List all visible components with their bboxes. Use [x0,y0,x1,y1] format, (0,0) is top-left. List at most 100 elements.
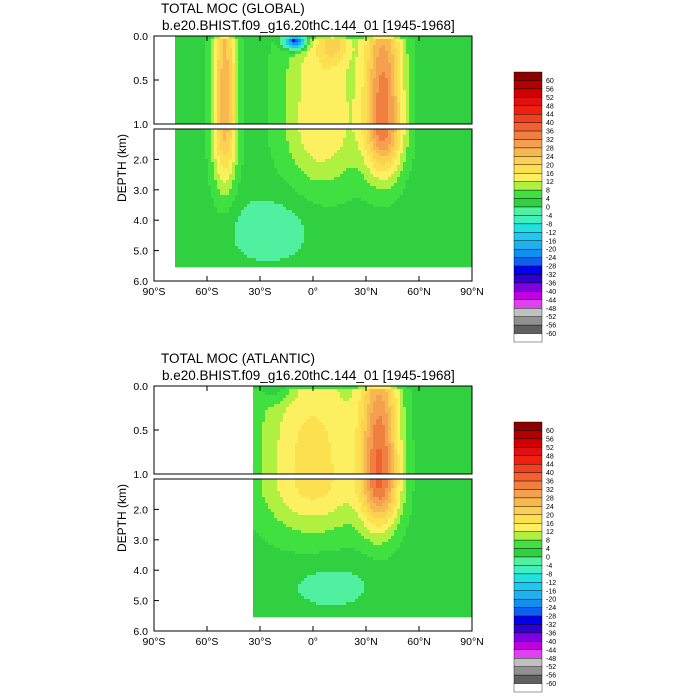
contour-cell [229,168,233,172]
contour-cell [334,60,338,64]
contour-cell [184,138,188,142]
contour-cell [400,93,404,97]
contour-cell [373,81,377,85]
contour-cell [190,153,194,157]
contour-cell [346,105,350,109]
contour-cell [442,183,446,187]
contour-cell [442,81,446,85]
contour-cell [229,159,233,163]
contour-cell [238,144,242,148]
contour-cell [292,69,296,73]
contour-cell [352,141,356,145]
contour-cell [220,99,224,103]
contour-cell [298,168,302,172]
contour-cell [436,42,440,46]
contour-cell [343,63,347,67]
contour-cell [262,60,266,64]
contour-cell [280,114,284,118]
contour-cell [178,174,182,178]
contour-cell [241,96,245,100]
contour-cell [376,93,380,97]
contour-cell [205,72,209,76]
contour-cell [256,153,260,157]
contour-cell [220,96,224,100]
contour-cell [277,72,281,76]
contour-cell [247,72,251,76]
contour-cell [205,57,209,61]
contour-cell [205,144,209,148]
contour-cell [259,90,263,94]
contour-cell [349,39,353,43]
contour-cell [442,162,446,166]
contour-cell [325,105,329,109]
contour-cell [295,45,299,49]
contour-cell [394,174,398,178]
contour-cell [280,63,284,67]
contour-cell [436,48,440,52]
contour-cell [289,120,293,124]
contour-cell [292,171,296,175]
contour-cell [292,105,296,109]
contour-cell [211,189,215,193]
contour-cell [325,150,329,154]
contour-cell [430,150,434,154]
contour-cell [322,42,326,46]
contour-cell [202,159,206,163]
contour-cell [310,168,314,172]
contour-cell [322,174,326,178]
contour-cell [181,114,185,118]
contour-cell [382,177,386,181]
contour-cell [439,48,443,52]
contour-cell [196,48,200,52]
contour-cell [175,36,179,40]
contour-cell [193,66,197,70]
contour-cell [346,93,350,97]
contour-cell [196,87,200,91]
contour-cell [460,150,464,154]
contour-cell [235,42,239,46]
contour-cell [388,135,392,139]
contour-cell [322,96,326,100]
contour-cell [340,66,344,70]
contour-cell [184,156,188,160]
contour-cell [328,177,332,181]
contour-cell [388,99,392,103]
contour-cell [346,108,350,112]
contour-cell [355,117,359,121]
contour-cell [385,144,389,148]
contour-cell [388,96,392,100]
contour-cell [223,168,227,172]
contour-cell [238,150,242,154]
contour-cell [175,48,179,52]
contour-cell [217,39,221,43]
contour-cell [352,144,356,148]
contour-cell [190,81,194,85]
contour-cell [229,39,233,43]
contour-cell [424,45,428,49]
contour-cell [271,102,275,106]
contour-cell [436,147,440,151]
contour-cell [412,42,416,46]
contour-cell [289,180,293,184]
contour-cell [334,93,338,97]
contour-cell [427,186,431,190]
contour-cell [364,120,368,124]
contour-cell [409,159,413,163]
contour-cell [211,63,215,67]
contour-cell [289,174,293,178]
contour-cell [175,111,179,115]
contour-cell [322,57,326,61]
contour-cell [286,78,290,82]
contour-cell [397,99,401,103]
contour-cell [436,66,440,70]
contour-cell [217,150,221,154]
contour-cell [373,129,377,133]
contour-cell [463,159,467,163]
contour-cell [430,108,434,112]
contour-cell [304,147,308,151]
contour-cell [211,66,215,70]
contour-cell [436,168,440,172]
contour-cell [340,69,344,73]
contour-cell [409,117,413,121]
contour-cell [340,96,344,100]
